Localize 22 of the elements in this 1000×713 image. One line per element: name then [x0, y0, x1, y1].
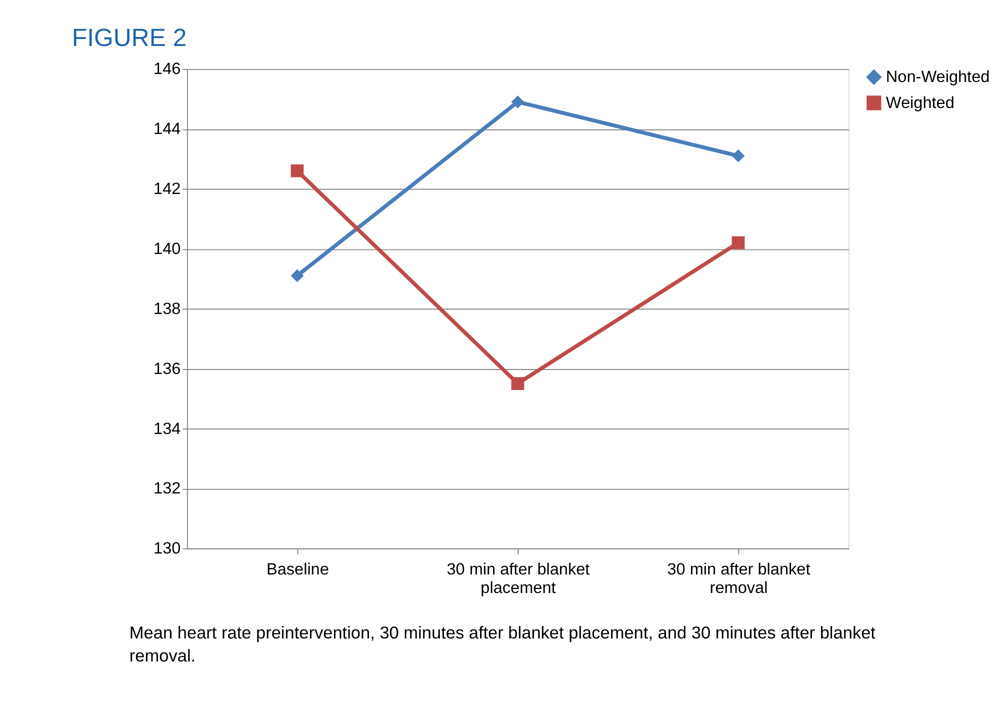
- x-tick-label: 30 min after blanket removal: [667, 560, 811, 597]
- chart-title: FIGURE 2: [72, 24, 187, 52]
- text: Mean heart rate preintervention, 30 minutes after blanket placement, and 30 minutes after blanket removal.: [129, 622, 876, 666]
- y-tick-label: 144: [154, 120, 181, 138]
- x-tick-label: 30 min after blanket placement: [446, 560, 590, 597]
- point: [290, 269, 304, 282]
- y-tick-label: 142: [154, 180, 181, 198]
- point: [511, 377, 524, 390]
- legend-label: Non-Weighted: [886, 68, 990, 86]
- y-tick-label: 136: [154, 360, 181, 378]
- point: [290, 164, 304, 178]
- y-tick-label: 146: [154, 60, 181, 78]
- y-tick-label: 138: [154, 300, 181, 318]
- x-tick-label: Baseline: [266, 560, 329, 579]
- point: [732, 149, 745, 162]
- point: [511, 95, 524, 108]
- point: [732, 236, 745, 250]
- y-tick-label: 140: [154, 240, 181, 258]
- y-tick-label: 134: [154, 420, 181, 438]
- legend-label: Weighted: [886, 94, 954, 112]
- y-tick-label: 132: [154, 480, 181, 498]
- y-tick-label: 130: [154, 540, 181, 558]
